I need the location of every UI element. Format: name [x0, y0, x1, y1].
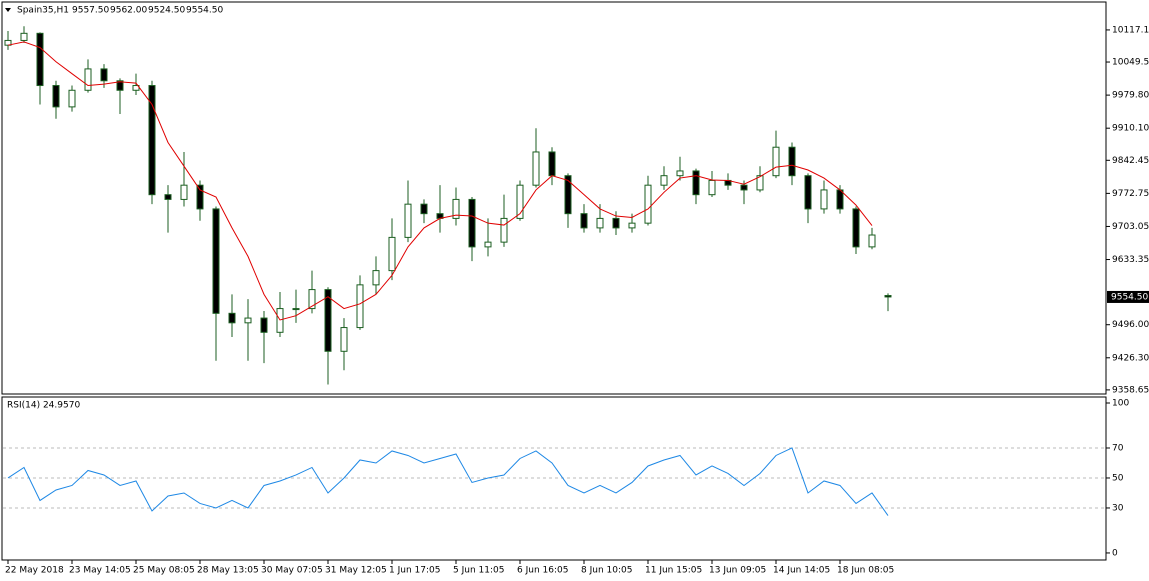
candle-body	[84, 68, 92, 91]
candle-body	[20, 32, 28, 41]
y-tick-label: 50	[1112, 473, 1124, 483]
menu-arrow[interactable]	[5, 8, 11, 12]
rsi-line	[7, 447, 889, 516]
y-tick-label: 10049.50	[1112, 58, 1149, 68]
x-tick-label: 25 May 08:05	[133, 566, 195, 576]
candle-body	[580, 213, 588, 229]
candle-body	[756, 175, 764, 191]
x-tick-label: 5 Jun 11:05	[453, 566, 504, 576]
rsi-pane	[1, 396, 1107, 561]
candle-body	[228, 312, 236, 324]
candle-body	[676, 170, 684, 177]
y-tick-label: 70	[1112, 443, 1124, 453]
candle-body	[644, 184, 652, 224]
candle-body	[772, 146, 780, 177]
candle-body	[468, 198, 476, 248]
candle-body	[180, 184, 188, 200]
candle-body	[484, 241, 492, 248]
x-tick-label: 13 Jun 09:05	[709, 566, 766, 576]
candle-body	[164, 194, 172, 200]
y-tick-label: 9496.00	[1112, 320, 1149, 330]
x-tick-label: 30 May 07:05	[261, 566, 323, 576]
candle-body	[420, 203, 428, 215]
y-tick-label: 9426.30	[1112, 353, 1149, 363]
y-tick-label: 100	[1112, 398, 1129, 408]
candle-body	[708, 179, 716, 196]
y-tick-label: 9910.10	[1112, 124, 1149, 134]
candle-body	[388, 236, 396, 272]
candle-body	[836, 189, 844, 210]
moving-average	[7, 41, 873, 321]
candle-body	[548, 151, 556, 177]
y-tick-label: 9842.45	[1112, 156, 1149, 166]
candle-body	[596, 217, 604, 229]
candle-body	[868, 234, 876, 248]
header-open: 9557.50	[72, 6, 109, 16]
candle-body	[372, 270, 380, 286]
main-pane	[1, 1, 1107, 395]
header-close: 9554.50	[186, 6, 223, 16]
candle-body	[692, 170, 700, 196]
candle-body	[532, 151, 540, 186]
last-price-label: 9554.50	[1111, 292, 1148, 302]
candle-body	[612, 217, 620, 229]
y-tick-label: 9633.35	[1112, 255, 1149, 265]
candle-body	[196, 184, 204, 210]
candle-body	[52, 85, 60, 108]
candle-body	[852, 208, 860, 248]
header-high: 9562.00	[110, 6, 147, 16]
candle-body	[100, 68, 108, 82]
last-price-box	[1107, 290, 1149, 303]
header-low: 9524.50	[148, 6, 185, 16]
x-tick-label: 18 Jun 08:05	[837, 566, 894, 576]
symbol-label: Spain35,H1	[17, 6, 69, 16]
candle-body	[308, 289, 316, 310]
candle-body	[740, 184, 748, 191]
candle-body	[404, 203, 412, 238]
rsi-title: RSI(14) 24.9570	[7, 401, 80, 411]
candle-body	[292, 308, 300, 311]
x-tick-label: 23 May 14:05	[69, 566, 131, 576]
candle-body	[788, 146, 796, 177]
y-tick-label: 30	[1112, 503, 1124, 513]
x-tick-label: 22 May 2018	[5, 566, 64, 576]
candle-body	[884, 295, 892, 298]
candle-body	[324, 289, 332, 352]
x-tick-label: 8 Jun 10:05	[581, 566, 632, 576]
candle-body	[516, 184, 524, 219]
x-tick-label: 6 Jun 16:05	[517, 566, 568, 576]
x-tick-label: 1 Jun 17:05	[389, 566, 440, 576]
candle-body	[340, 327, 348, 352]
candle-body	[244, 317, 252, 324]
y-tick-label: 0	[1112, 548, 1118, 558]
candle-body	[628, 222, 636, 229]
candle-body	[660, 175, 668, 186]
y-tick-label: 9358.65	[1112, 385, 1149, 395]
y-tick-label: 10117.15	[1112, 25, 1149, 35]
candle-body	[116, 80, 124, 91]
x-tick-label: 11 Jun 15:05	[645, 566, 702, 576]
candle-body	[36, 32, 44, 87]
candle-body	[148, 85, 156, 196]
candle-body	[212, 208, 220, 314]
candle-body	[564, 175, 572, 215]
x-tick-label: 28 May 13:05	[197, 566, 259, 576]
x-tick-label: 14 Jun 14:05	[773, 566, 830, 576]
candle-body	[804, 175, 812, 210]
candle-body	[820, 189, 828, 210]
y-tick-label: 9979.80	[1112, 91, 1149, 101]
x-tick-label: 31 May 12:05	[325, 566, 387, 576]
y-tick-label: 9772.75	[1112, 189, 1149, 199]
candle-body	[500, 217, 508, 243]
candle-body	[68, 89, 76, 108]
candle-body	[260, 317, 268, 333]
candle-body	[356, 284, 364, 329]
candle-body	[452, 198, 460, 219]
y-tick-label: 9703.05	[1112, 222, 1149, 232]
